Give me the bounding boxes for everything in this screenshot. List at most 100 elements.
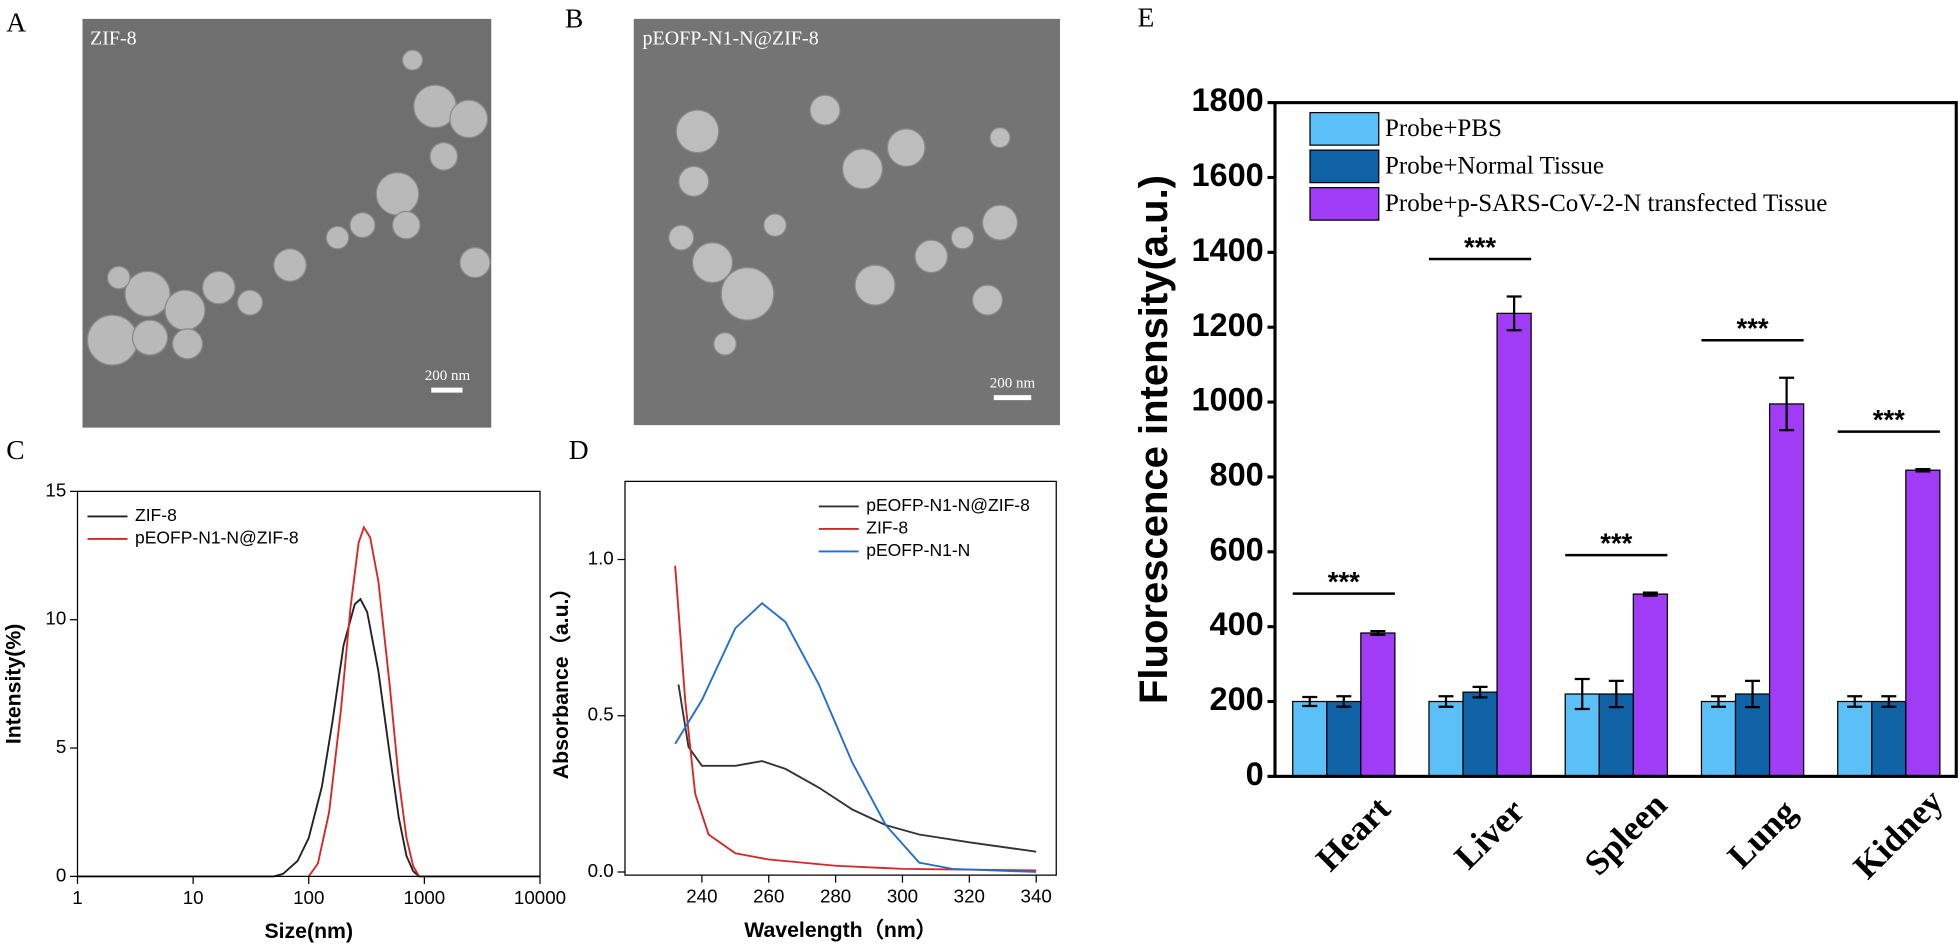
significance-label: *** <box>1464 231 1496 262</box>
y-tick-label: 10 <box>45 608 66 629</box>
legend-label: pEOFP-N1-N@ZIF-8 <box>135 528 299 548</box>
error-bar <box>1506 295 1522 332</box>
plot-frame <box>1273 101 1958 778</box>
y-tick-label: 1800 <box>1191 82 1263 118</box>
image-label: ZIF-8 <box>90 28 137 50</box>
chart: 0 5 10 15 1 10 100 1000 10000 Size(nm) Intensity(%… <box>2 479 566 943</box>
x-tick-label: 100 <box>293 887 324 908</box>
y-tick-label: 0 <box>1246 756 1264 792</box>
y-tick-label: 0 <box>56 864 66 885</box>
bar <box>1462 691 1498 777</box>
particles-b <box>668 94 1019 356</box>
error-bar <box>1370 630 1386 637</box>
y-tick-label: 0.0 <box>588 860 614 881</box>
y-axis-label: Fluorescence intensity(a.u.) <box>1132 175 1176 704</box>
bar <box>1360 632 1396 777</box>
significance-label: *** <box>1737 313 1769 344</box>
y-tick-label: 1600 <box>1191 157 1263 193</box>
legend-swatch <box>1309 149 1380 184</box>
x-tick-label: Kidney <box>1846 781 1951 886</box>
panel-letter: D <box>569 434 589 465</box>
error-bar <box>1472 685 1488 699</box>
error-bar <box>1881 695 1897 708</box>
x-tick-label: Heart <box>1308 789 1398 879</box>
bar <box>1632 593 1669 777</box>
x-tick-label: 1 <box>72 887 82 908</box>
bar <box>1837 700 1873 777</box>
x-tick-label: 340 <box>1021 886 1052 907</box>
y-tick-label: 200 <box>1210 681 1264 717</box>
legend-label: Probe+PBS <box>1385 115 1502 142</box>
significance-label: *** <box>1600 527 1632 558</box>
chart: 0.0 0.5 1.0 240 260 280 300 320 340 Wavelength（nm… <box>549 480 1057 942</box>
scale-bar <box>993 395 1032 401</box>
x-tick-label: 10000 <box>514 887 566 908</box>
y-tick-label: 0.5 <box>588 704 614 725</box>
line-series <box>77 597 540 878</box>
error-bar <box>1847 695 1863 708</box>
bar <box>1496 312 1532 777</box>
line-series <box>674 602 1037 873</box>
bar <box>1905 469 1941 777</box>
bar <box>1428 700 1464 777</box>
x-tick-label: Spleen <box>1577 785 1675 883</box>
legend-label: Probe+Normal Tissue <box>1385 152 1604 179</box>
y-tick-label: 600 <box>1210 531 1264 567</box>
panel-letter: C <box>6 434 24 465</box>
scale-bar-label: 200 nm <box>990 375 1036 391</box>
x-tick-label: 300 <box>887 886 918 907</box>
x-axis-label: Wavelength（nm） <box>744 918 937 942</box>
legend-swatch <box>1309 187 1380 221</box>
legend-label: Probe+p-SARS-CoV-2-N transfected Tissue <box>1385 190 1827 217</box>
y-tick-label: 15 <box>45 479 66 500</box>
panel-texts: A B C D E ZIF-8 200 nm pEOFP-N1-N@ZIF-8 … <box>6 1 1155 465</box>
x-tick-label: Lung <box>1720 792 1804 876</box>
bar <box>1700 700 1737 777</box>
bar <box>1326 700 1362 777</box>
error-bar <box>1915 467 1931 473</box>
panel-letter: A <box>6 6 26 37</box>
error-bar <box>1336 695 1352 708</box>
error-bar <box>1745 679 1761 709</box>
panel-letter: B <box>565 3 583 34</box>
panel-letter: E <box>1138 1 1155 32</box>
error-bar <box>1302 695 1318 708</box>
line-series <box>674 565 1037 872</box>
significance-label: *** <box>1873 404 1905 435</box>
y-tick-label: 5 <box>56 736 66 757</box>
plot-frame <box>624 480 1057 876</box>
x-tick-label: 240 <box>686 886 717 907</box>
y-axis-label: Absorbance（a.u.） <box>549 577 573 779</box>
y-tick-label: 1200 <box>1191 307 1263 343</box>
legend-label: ZIF-8 <box>135 505 177 525</box>
plot-frame <box>76 490 541 877</box>
y-tick-label: 1000 <box>1191 382 1263 418</box>
x-tick-label: 320 <box>954 886 985 907</box>
significance-label: *** <box>1328 566 1360 597</box>
line-series <box>677 684 1037 853</box>
y-tick-label: 400 <box>1210 606 1264 642</box>
scale-bar-label: 200 nm <box>425 368 471 384</box>
error-bar <box>1438 695 1454 708</box>
error-bar <box>1779 376 1795 432</box>
y-tick-label: 1.0 <box>588 547 614 568</box>
legend-label: pEOFP-N1-N <box>866 540 970 560</box>
legend-label: pEOFP-N1-N@ZIF-8 <box>866 495 1030 515</box>
bar <box>1768 403 1805 777</box>
x-tick-label: 260 <box>753 886 784 907</box>
x-axis-label: Size(nm) <box>264 919 353 943</box>
x-tick-label: Liver <box>1447 791 1532 876</box>
sem-images <box>82 18 1060 428</box>
legend-label: ZIF-8 <box>866 518 908 538</box>
error-bar <box>1608 679 1624 709</box>
y-tick-label: 800 <box>1210 457 1264 493</box>
x-tick-label: 1000 <box>404 887 446 908</box>
error-bar <box>1574 677 1590 711</box>
scale-bar <box>431 387 463 393</box>
image-label: pEOFP-N1-N@ZIF-8 <box>643 28 819 50</box>
y-tick-label: 1400 <box>1191 232 1263 268</box>
y-axis-label: Intensity(%) <box>2 624 26 744</box>
legend-swatch <box>1309 112 1380 146</box>
